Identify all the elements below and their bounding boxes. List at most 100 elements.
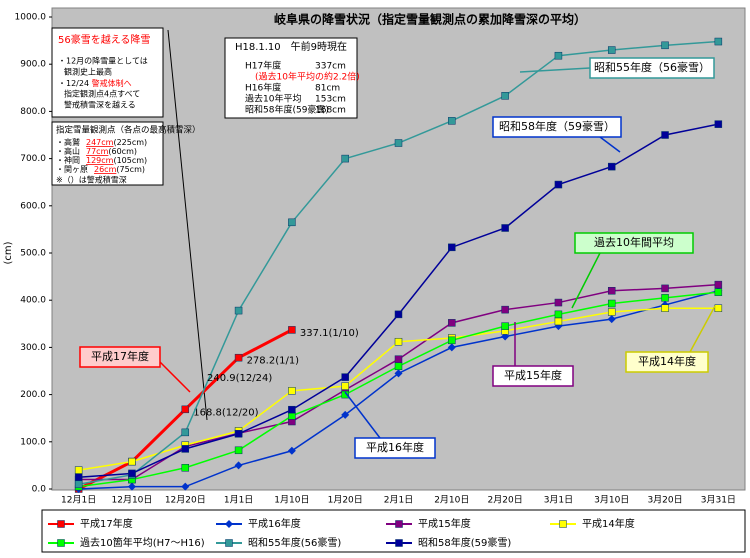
y-tick-label: 100.0 — [20, 437, 46, 447]
callout-box — [492, 116, 622, 138]
legend-label: 昭和58年度(59豪雪) — [418, 536, 511, 549]
y-tick-label: 700.0 — [20, 154, 46, 164]
x-tick-label: 12月10日 — [112, 495, 153, 506]
x-tick-label: 2月1日 — [384, 495, 413, 506]
callout-box — [492, 365, 574, 387]
legend-label: 平成16年度 — [248, 517, 301, 530]
station-part: 77cm — [86, 147, 109, 156]
point — [128, 457, 136, 466]
y-tick-label: 0.0 — [32, 485, 47, 495]
point — [234, 353, 243, 362]
point — [234, 446, 243, 455]
station-part: ・高鷲 — [56, 137, 80, 147]
y-tick-label: 300.0 — [20, 343, 46, 353]
info-text: H17年度 — [245, 60, 281, 72]
info-text: 昭和58年度(59豪雪) — [245, 104, 329, 116]
point — [661, 304, 669, 312]
callout-text: 平成16年度 — [366, 440, 424, 454]
data-label: 337.1(1/10) — [300, 328, 359, 339]
x-tick-label: 3月10日 — [594, 495, 629, 506]
y-axis-label: (cm) — [3, 241, 14, 264]
point — [225, 520, 233, 528]
note-text: 観測史上最高 — [64, 67, 112, 77]
y-tick-label: 800.0 — [20, 107, 46, 117]
point — [559, 520, 567, 528]
point — [554, 317, 563, 326]
station-text: ・神岡 129cm(105cm) — [56, 155, 147, 165]
point — [288, 405, 296, 414]
note-text: ・12/24 警戒体制へ — [58, 78, 132, 88]
point — [74, 480, 83, 489]
note-alert: 警戒体制へ — [92, 78, 132, 88]
callout-text: 平成17年度 — [91, 349, 149, 363]
station-text: ・高山 77cm(60cm) — [56, 146, 137, 156]
x-tick-label: 2月20日 — [488, 495, 523, 506]
x-tick-label: 1月1日 — [224, 495, 253, 506]
callout-pointer — [344, 391, 381, 439]
y-tick-label: 200.0 — [20, 390, 46, 400]
callout-pointer — [159, 361, 191, 393]
station-part: (60cm) — [108, 147, 137, 156]
point — [714, 304, 723, 312]
info-text: (過去10年平均の約2.2倍) — [255, 71, 360, 83]
x-tick-label: 3月20日 — [647, 495, 682, 506]
point — [341, 410, 350, 419]
point — [341, 373, 349, 381]
point — [554, 51, 563, 60]
info-text: 81cm — [315, 84, 340, 94]
point — [501, 322, 509, 330]
point — [447, 343, 456, 352]
point — [288, 326, 296, 334]
station-part: (75cm) — [116, 165, 145, 174]
callout-box — [574, 232, 694, 254]
point — [501, 305, 509, 314]
legend-label: 平成14年度 — [582, 517, 635, 530]
y-tick-label: 600.0 — [20, 201, 46, 211]
data-label: 278.2(1/1) — [247, 356, 300, 367]
station-part: ・関ヶ原 — [56, 165, 88, 174]
info-text: 過去10年平均 — [245, 93, 301, 105]
note-text: ・12/24 — [58, 79, 89, 88]
x-tick-label: 12月20日 — [165, 495, 206, 506]
station-part: (225cm) — [113, 138, 147, 147]
x-tick-label: 2月10日 — [434, 495, 469, 506]
info-heading: H18.1.10 午前9時現在 — [235, 40, 347, 53]
point — [394, 362, 403, 371]
notes: 56豪雪を越える降雪 ・12月の降雪量としては 観測史上最高 ・12/24 警戒… — [56, 33, 201, 185]
note-headline: 56豪雪を越える降雪 — [58, 33, 150, 46]
point — [394, 337, 403, 346]
point — [448, 243, 456, 252]
point — [607, 46, 616, 54]
point — [341, 154, 349, 163]
note-text: 指定観測点4点すべて — [64, 89, 140, 99]
x-tick-label: 3月31日 — [701, 495, 736, 506]
legend-label: 昭和55年度(56豪雪) — [248, 536, 341, 549]
point — [607, 162, 616, 171]
point — [181, 405, 190, 414]
point — [341, 382, 349, 390]
callout-pointer — [689, 305, 716, 353]
callout-pointer — [599, 136, 621, 153]
station-part: 129cm — [86, 156, 114, 165]
point — [128, 469, 136, 478]
point — [714, 37, 723, 46]
point — [607, 287, 616, 295]
point — [57, 520, 65, 528]
legend-label: 平成15年度 — [418, 517, 471, 530]
callout-text: 平成14年度 — [638, 354, 696, 368]
station-box — [51, 121, 164, 186]
info-box — [224, 37, 358, 119]
callout-pointer — [571, 252, 601, 309]
note-text: 警戒積雪深を越える — [64, 100, 136, 110]
station-heading: 指定雪量観測点（各点の最高積雪深） — [56, 125, 201, 136]
station-part: 26cm — [94, 165, 117, 174]
x-tick-label: 1月20日 — [328, 495, 363, 506]
x-tick-label: 12月1日 — [61, 495, 96, 506]
point — [57, 539, 65, 547]
point — [661, 294, 669, 302]
point — [714, 120, 723, 128]
y-tick-label: 900.0 — [20, 60, 46, 70]
callout-text: 平成15年度 — [504, 368, 562, 382]
station-footnote: ※（）は警戒積雪深 — [56, 175, 127, 185]
